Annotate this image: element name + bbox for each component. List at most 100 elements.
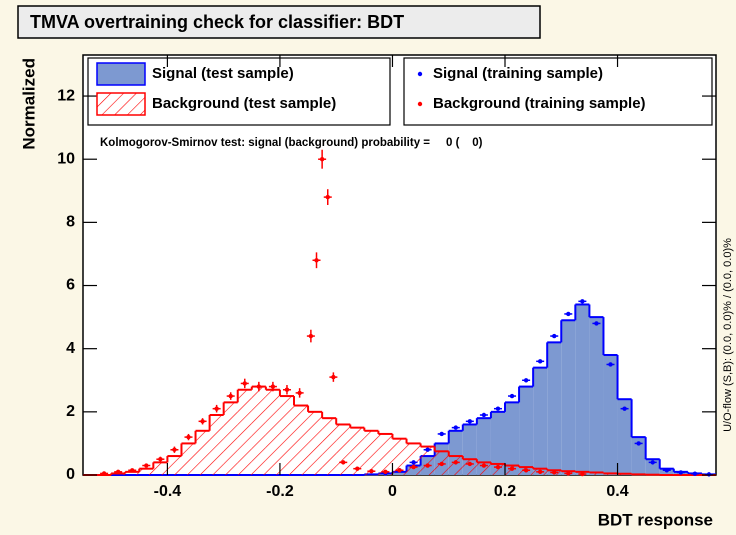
- y-tick-label: 0: [66, 466, 75, 483]
- x-tick-label: 0.2: [494, 483, 516, 500]
- data-point: [453, 425, 458, 430]
- y-axis-label: Normalized: [19, 58, 38, 150]
- data-point: [355, 466, 360, 471]
- data-point: [331, 374, 336, 380]
- data-point: [706, 472, 712, 477]
- legend-swatch: [96, 62, 146, 86]
- data-point: [453, 460, 458, 465]
- data-point: [495, 406, 501, 411]
- chart-title: TMVA overtraining check for classifier: …: [30, 12, 404, 32]
- ks-annotation: Kolmogorov-Smirnov test: signal (backgro…: [100, 137, 483, 149]
- data-point: [308, 333, 314, 339]
- histogram-bin: [378, 433, 393, 475]
- legend-marker: [417, 71, 423, 77]
- data-point: [425, 463, 430, 468]
- y-tick-label: 2: [66, 403, 75, 420]
- histogram-bin: [519, 386, 534, 475]
- data-point: [172, 447, 177, 452]
- data-point: [622, 406, 627, 411]
- histogram-bin: [462, 459, 477, 475]
- overflow-annotation: U/O-flow (S,B): (0.0, 0.0)% / (0.0, 0.0)…: [722, 238, 734, 432]
- data-point: [158, 457, 163, 462]
- data-point: [214, 406, 219, 411]
- data-point: [369, 469, 374, 474]
- histogram-bin: [237, 389, 252, 475]
- data-point: [594, 321, 599, 326]
- histogram-bin: [490, 411, 505, 475]
- histogram-bin: [420, 446, 435, 475]
- histogram-bin: [294, 405, 309, 475]
- histogram-bin: [533, 367, 548, 475]
- histogram-bin: [589, 472, 604, 475]
- title-box: [17, 5, 541, 39]
- histogram-bin: [476, 418, 491, 475]
- histogram-bin: [279, 396, 294, 475]
- legend-box: [403, 57, 713, 126]
- legend-label: Background (training sample): [433, 95, 646, 112]
- histogram-bin: [490, 463, 505, 475]
- data-point: [144, 463, 149, 468]
- x-tick-label: 0: [388, 483, 397, 500]
- legend-marker: [417, 101, 423, 107]
- data-point: [650, 460, 655, 465]
- data-point: [580, 299, 585, 304]
- y-tick-label: 8: [66, 214, 75, 231]
- histogram-bin: [181, 443, 196, 475]
- legend-label: Signal (training sample): [433, 65, 603, 82]
- data-point: [481, 412, 487, 418]
- x-axis-label: BDT response: [598, 510, 713, 529]
- data-point: [509, 466, 515, 471]
- data-point: [297, 390, 302, 396]
- histogram-bin: [350, 427, 365, 475]
- data-point: [495, 464, 501, 470]
- data-point: [509, 393, 515, 399]
- data-point: [537, 359, 543, 364]
- data-point: [411, 460, 416, 465]
- data-point: [566, 471, 571, 476]
- histogram-bin: [223, 402, 238, 475]
- data-point: [341, 460, 346, 465]
- data-point: [467, 461, 473, 467]
- histogram-bin: [392, 438, 407, 475]
- histogram-bin: [631, 437, 646, 475]
- histogram-bin: [547, 342, 562, 475]
- data-point: [270, 384, 276, 389]
- histogram-bin: [561, 320, 576, 475]
- data-point: [186, 434, 191, 440]
- histogram-bin: [364, 430, 379, 475]
- data-point: [580, 471, 585, 477]
- x-tick-label: 0.4: [606, 483, 628, 500]
- data-point: [325, 194, 330, 200]
- x-tick-label: -0.2: [266, 483, 294, 500]
- data-point: [319, 157, 325, 162]
- histogram-bin: [322, 418, 337, 475]
- y-tick-label: 4: [66, 340, 75, 357]
- data-point: [439, 431, 444, 437]
- data-point: [383, 469, 388, 475]
- data-point: [256, 384, 262, 389]
- data-point: [200, 419, 205, 424]
- data-point: [425, 447, 430, 452]
- histogram-bin: [603, 355, 618, 475]
- data-point: [101, 471, 107, 476]
- data-point: [228, 393, 233, 399]
- histogram-bin: [406, 443, 421, 475]
- histogram-bin: [265, 389, 280, 475]
- x-tick-label: -0.4: [154, 483, 182, 500]
- histogram-bin: [308, 411, 323, 475]
- data-point: [692, 471, 698, 476]
- y-tick-label: 12: [57, 87, 75, 104]
- legend-label: Signal (test sample): [152, 65, 294, 82]
- histogram-bin: [645, 459, 660, 475]
- data-point: [481, 463, 487, 468]
- legend-label: Background (test sample): [152, 95, 336, 112]
- histogram-bin: [139, 468, 154, 475]
- histogram-bin: [125, 471, 140, 475]
- histogram-bin: [251, 386, 266, 475]
- histogram-bin: [153, 462, 168, 475]
- data-point: [566, 311, 571, 317]
- histogram-bin: [575, 304, 590, 475]
- data-point: [467, 419, 473, 424]
- data-point: [284, 387, 290, 392]
